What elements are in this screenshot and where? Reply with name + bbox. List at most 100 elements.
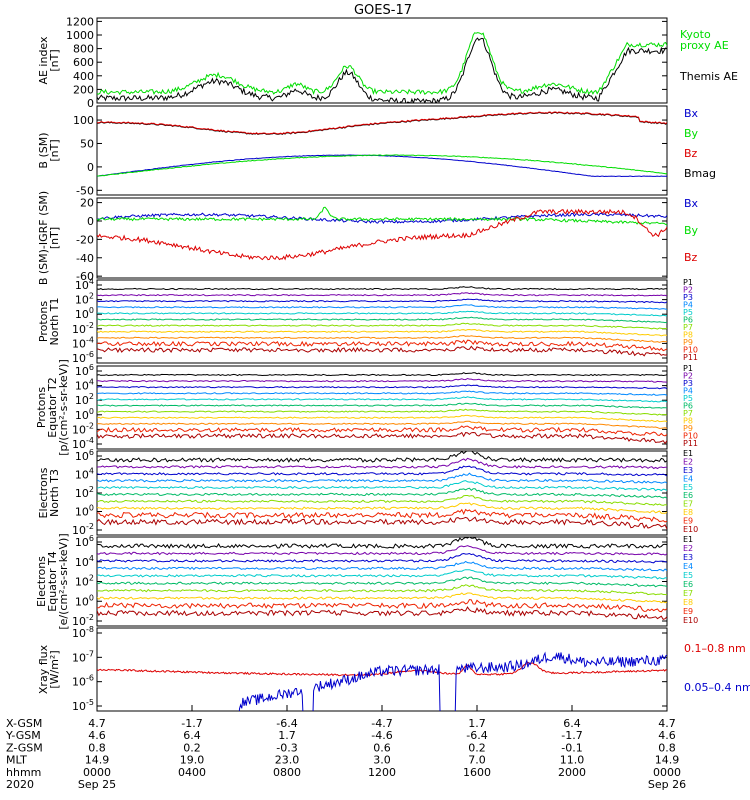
- y-tick-label: 100: [73, 114, 94, 127]
- legend-label: E10: [683, 525, 698, 534]
- legend-label: proxy AE: [680, 39, 729, 52]
- ephemeris-value: 0.8: [88, 741, 106, 754]
- series-by: [97, 206, 667, 226]
- y-axis-label: Electrons: [35, 556, 48, 607]
- ephemeris-value: Sep 25: [78, 778, 116, 791]
- legend-label: P7: [683, 323, 693, 332]
- series-bx: [97, 212, 667, 225]
- y-axis-label: [W/m²]: [48, 650, 61, 688]
- ephemeris-value: 0400: [178, 766, 206, 779]
- y-axis-label: [nT]: [48, 227, 61, 249]
- legend-label: E5: [683, 571, 693, 580]
- ephemeris-value: 7.0: [468, 754, 486, 767]
- legend-label: E1: [683, 535, 693, 544]
- y-axis-label: Electrons: [37, 467, 50, 518]
- ephemeris-value: 0.2: [183, 741, 201, 754]
- y-tick-label: 10-2: [72, 321, 94, 336]
- series-e5: [97, 569, 667, 580]
- panel-frame: [96, 197, 668, 279]
- legend-label: P8: [683, 331, 693, 340]
- legend-label: E4: [683, 474, 693, 483]
- y-tick-label: 20: [80, 197, 94, 210]
- y-axis-label: [nT]: [48, 49, 61, 71]
- panel-frame: [96, 365, 668, 450]
- legend-label: E7: [683, 500, 693, 509]
- legend-label: P4: [683, 387, 693, 396]
- legend-label: P4: [683, 301, 693, 310]
- legend-label: E10: [683, 616, 698, 625]
- ephemeris-value: 19.0: [180, 754, 205, 767]
- legend-label: E2: [683, 544, 693, 553]
- legend-label: P2: [683, 372, 693, 381]
- y-axis-label: Xray flux: [37, 644, 50, 694]
- panel-bsm: 100 50 0 -50 B (SM)[nT] Bx By Bz Bmag: [37, 105, 716, 197]
- legend-label: P7: [683, 409, 693, 418]
- legend-label: Bx: [684, 107, 699, 120]
- ephemeris-value: -6.4: [276, 717, 297, 730]
- legend-label: E1: [683, 449, 693, 458]
- series-p3: [97, 298, 667, 304]
- series-group: [97, 206, 667, 261]
- ephemeris-value: -0.1: [561, 741, 582, 754]
- legend-label: Bz: [684, 147, 698, 160]
- series-e6: [97, 487, 667, 499]
- series-e1: [97, 451, 667, 463]
- legend-label: P10: [683, 432, 698, 441]
- ephemeris-value: 14.9: [85, 754, 110, 767]
- ephemeris-table: X-GSM 4.7 -1.7 -6.4 -4.7 1.7 6.4 4.7 Y-GSM 4.6 6.4…: [5, 717, 686, 791]
- panel-frame: [96, 17, 668, 104]
- y-axis-label: [nT]: [48, 139, 61, 161]
- y-tick-label: -50: [76, 184, 94, 197]
- legend-label: P6: [683, 402, 693, 411]
- legend-label: E5: [683, 483, 693, 492]
- legend-label: E6: [683, 580, 693, 589]
- y-tick-label: 106: [75, 363, 94, 378]
- y-axis-label: [p/(cm²-s-sr-keV)]: [57, 359, 70, 456]
- series-short-xray: [238, 651, 667, 711]
- y-tick-label: 10-4: [72, 335, 94, 350]
- legend-label: E3: [683, 553, 693, 562]
- legend-label: E6: [683, 491, 693, 500]
- ephemeris-value: -4.7: [371, 717, 392, 730]
- series-bmag: [97, 111, 667, 135]
- figure-title: GOES-17: [354, 3, 412, 18]
- series-p11: [97, 431, 667, 445]
- ephemeris-value: -4.6: [371, 729, 392, 742]
- y-tick-label: 0: [87, 215, 94, 228]
- y-tick-label: 104: [75, 378, 94, 393]
- y-tick-label: 102: [75, 574, 94, 589]
- legend-label: E4: [683, 562, 693, 571]
- series-e9: [97, 599, 667, 613]
- legend-label: P9: [683, 338, 693, 347]
- y-tick-label: 100: [75, 407, 94, 422]
- series-group: [97, 651, 667, 711]
- ephemeris-value: 1600: [463, 766, 491, 779]
- legend-label: E8: [683, 598, 693, 607]
- series-p6: [97, 316, 667, 324]
- series-p7: [97, 322, 667, 330]
- panel-frame: [96, 627, 668, 712]
- legend-label: E7: [683, 589, 693, 598]
- ephemeris-row-label: 2020: [6, 778, 34, 791]
- series-bz: [97, 111, 667, 135]
- ephemeris-value: Sep 26: [648, 778, 686, 791]
- series-e9: [97, 508, 667, 523]
- series-p7: [97, 408, 667, 416]
- series-e10: [97, 606, 667, 621]
- ephemeris-value: 4.7: [658, 717, 676, 730]
- ephemeris-value: 4.6: [88, 729, 106, 742]
- series-p5: [97, 396, 667, 403]
- ephemeris-value: 6.4: [183, 729, 201, 742]
- series-p4: [97, 390, 667, 396]
- ephemeris-value: 2000: [558, 766, 586, 779]
- series-e4: [97, 560, 667, 572]
- legend-label: P6: [683, 316, 693, 325]
- legend-label: P3: [683, 293, 693, 302]
- y-tick-label: 800: [73, 43, 94, 56]
- series-e7: [97, 584, 667, 596]
- ephemeris-value: 1.7: [468, 717, 486, 730]
- series-group: [97, 451, 667, 530]
